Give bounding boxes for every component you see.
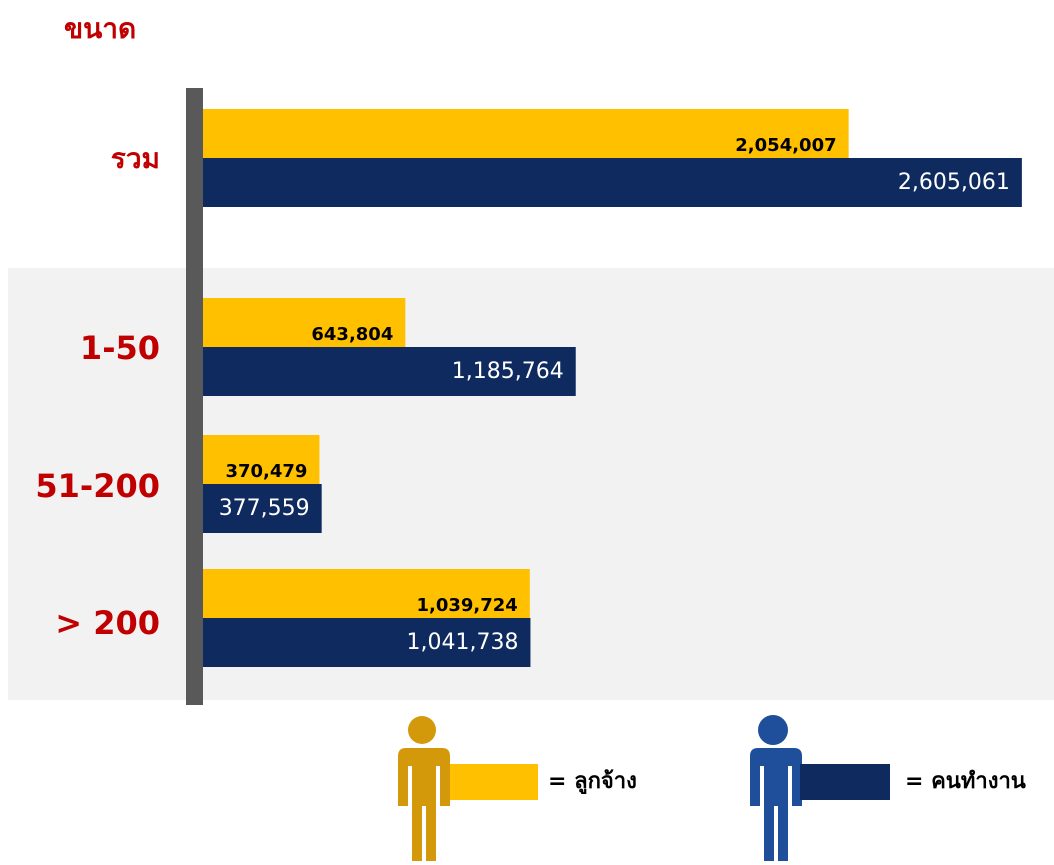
legend-icon-employee: [398, 716, 450, 861]
value-label: 377,559: [219, 496, 310, 521]
category-label: > 200: [55, 604, 160, 642]
value-label: 370,479: [225, 461, 307, 482]
bar: [203, 109, 849, 158]
axis-bar: [186, 88, 203, 705]
value-label: 1,039,724: [416, 595, 517, 616]
category-label: 1-50: [80, 329, 160, 367]
legend-icon-worker: [750, 715, 802, 861]
value-label: 643,804: [311, 324, 393, 345]
value-label: 1,041,738: [406, 630, 518, 655]
bar: [203, 347, 576, 396]
category-label: รวม: [111, 142, 160, 175]
background-band: [8, 268, 1054, 700]
bar: [203, 435, 320, 484]
value-label: 1,185,764: [452, 359, 564, 384]
value-label: 2,605,061: [898, 170, 1010, 195]
chart-title: ขนาด: [64, 12, 136, 45]
legend-label: = คนทำงาน: [905, 769, 1026, 794]
value-label: 2,054,007: [735, 135, 836, 156]
bar: [203, 158, 1022, 207]
bar: [203, 484, 322, 533]
bar: [203, 298, 406, 347]
category-label: 51-200: [35, 467, 160, 505]
legend-label: = ลูกจ้าง: [548, 769, 637, 795]
bar: [203, 618, 531, 667]
legend-swatch: [450, 764, 538, 800]
legend-swatch: [800, 764, 890, 800]
bar: [203, 569, 530, 618]
